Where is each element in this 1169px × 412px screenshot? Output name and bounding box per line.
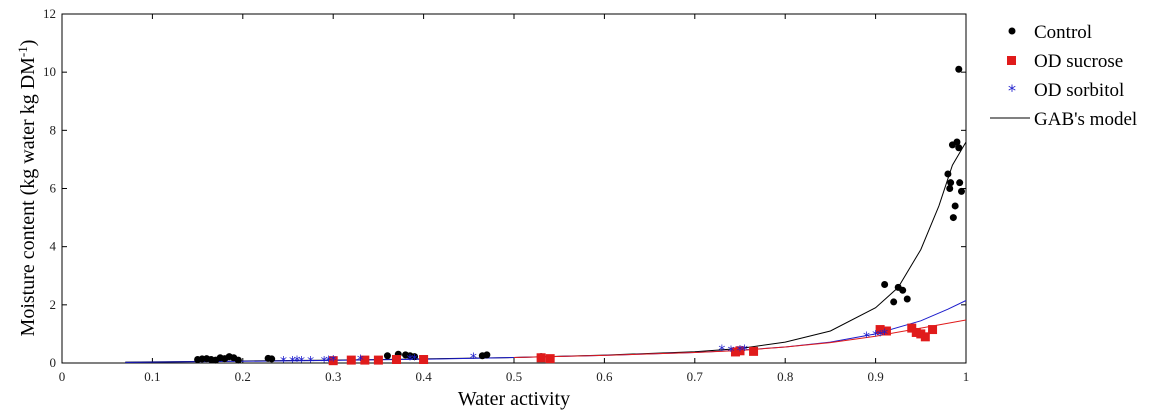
model-curve xyxy=(125,300,967,363)
y-tick-label: 10 xyxy=(43,64,56,79)
y-axis-title-close: ) xyxy=(17,40,39,47)
model-lines xyxy=(125,141,967,363)
x-tick-label: 1 xyxy=(963,369,970,384)
control-point xyxy=(956,179,964,187)
x-tick-label: 0.6 xyxy=(596,369,613,384)
sucrose-point xyxy=(419,355,429,365)
sorbitol-point: * xyxy=(289,354,296,370)
sucrose-point xyxy=(735,346,745,356)
sorbitol-point: * xyxy=(741,343,748,359)
model-curve xyxy=(513,319,967,358)
sucrose-point xyxy=(911,327,921,337)
sorbitol-point: * xyxy=(877,328,884,344)
sucrose-point xyxy=(730,347,740,357)
control-point xyxy=(903,295,911,303)
sorbitol-point: * xyxy=(307,354,314,370)
model-curve xyxy=(125,141,967,363)
sucrose-point xyxy=(749,346,759,356)
sorbitol-point: * xyxy=(325,354,332,370)
legend-gab-label: GAB's model xyxy=(1034,109,1137,130)
sucrose-point xyxy=(928,325,938,335)
x-axis-title: Water activity xyxy=(458,388,570,410)
x-tick-label: 0.3 xyxy=(325,369,341,384)
control-point xyxy=(946,185,954,192)
y-tick-label: 8 xyxy=(50,122,57,137)
sucrose-point xyxy=(881,326,891,336)
sucrose-point xyxy=(373,355,383,365)
x-tick-label: 0.9 xyxy=(867,369,883,384)
sucrose-point xyxy=(328,356,338,366)
control-point xyxy=(944,170,952,178)
x-tick-label: 0.7 xyxy=(687,369,704,384)
control-point xyxy=(949,214,957,222)
sorbitol-point: * xyxy=(872,328,879,344)
control-point xyxy=(268,355,276,363)
sucrose-point xyxy=(916,329,926,339)
y-axis-title-superscript: -1 xyxy=(15,46,30,57)
legend-sorbitol-label: OD sorbitol xyxy=(1034,80,1124,101)
sorbitol-point: * xyxy=(737,343,744,359)
sorbitol-point: * xyxy=(280,355,287,371)
x-tick-label: 0.8 xyxy=(777,369,793,384)
sucrose-point xyxy=(360,355,370,365)
plot-frame xyxy=(61,13,967,364)
legend-control-marker xyxy=(1008,27,1016,35)
sorbitol-point: * xyxy=(881,327,888,343)
sorbitol-point: * xyxy=(330,354,337,370)
x-tick-label: 0.1 xyxy=(144,369,160,384)
control-point xyxy=(234,356,242,364)
control-point xyxy=(951,202,959,210)
control-point xyxy=(483,351,491,359)
sorbitol-point: * xyxy=(298,355,305,371)
legend-sorbitol-marker: * xyxy=(1008,81,1016,100)
control-point xyxy=(953,138,961,146)
sorbitol-point: * xyxy=(727,344,734,360)
legend-control-label: Control xyxy=(1034,22,1092,43)
sucrose-point xyxy=(536,353,546,363)
control-point xyxy=(899,286,907,294)
control-point xyxy=(411,353,419,361)
sorbitol-point: * xyxy=(357,353,364,369)
control-point xyxy=(947,179,955,187)
y-tick-label: 0 xyxy=(50,355,57,370)
sorbitol-point: * xyxy=(411,353,418,369)
legend-sucrose-marker xyxy=(1007,56,1016,65)
y-axis-title: Moisture content (kg water kg DM-1) xyxy=(15,40,39,337)
sorbitol-point: * xyxy=(863,330,870,346)
sucrose-point xyxy=(920,332,930,342)
control-point xyxy=(881,280,889,288)
control-point xyxy=(957,187,965,195)
control-point xyxy=(955,144,963,152)
control-point xyxy=(890,298,898,306)
y-tick-label: 4 xyxy=(50,239,57,254)
control-point xyxy=(383,352,391,360)
y-tick-label: 2 xyxy=(50,297,57,312)
data-markers: * *** * *** * ** * * * *** *** xyxy=(194,65,965,371)
sorbitol-point: * xyxy=(407,353,414,369)
y-axis-title-main: Moisture content (kg water kg DM xyxy=(17,57,39,337)
sorbitol-point: * xyxy=(321,354,328,370)
y-tick-label: 12 xyxy=(43,6,56,21)
sucrose-point xyxy=(907,323,917,333)
sucrose-point xyxy=(545,354,555,364)
sorbitol-point: * xyxy=(294,354,301,370)
sorbitol-point: * xyxy=(718,343,725,359)
sucrose-point xyxy=(391,355,401,365)
x-tick-label: 0 xyxy=(59,369,66,384)
sucrose-point xyxy=(346,355,356,365)
control-point xyxy=(955,65,963,73)
legend: Control OD sucrose * OD sorbitol GAB's m… xyxy=(990,22,1137,130)
x-tick-label: 0.2 xyxy=(235,369,251,384)
x-tick-label: 0.4 xyxy=(415,369,432,384)
legend-sucrose-label: OD sucrose xyxy=(1034,51,1123,72)
y-tick-label: 6 xyxy=(50,181,57,196)
sucrose-point xyxy=(875,325,885,335)
x-tick-label: 0.5 xyxy=(506,369,522,384)
sorbitol-point: * xyxy=(470,351,477,367)
